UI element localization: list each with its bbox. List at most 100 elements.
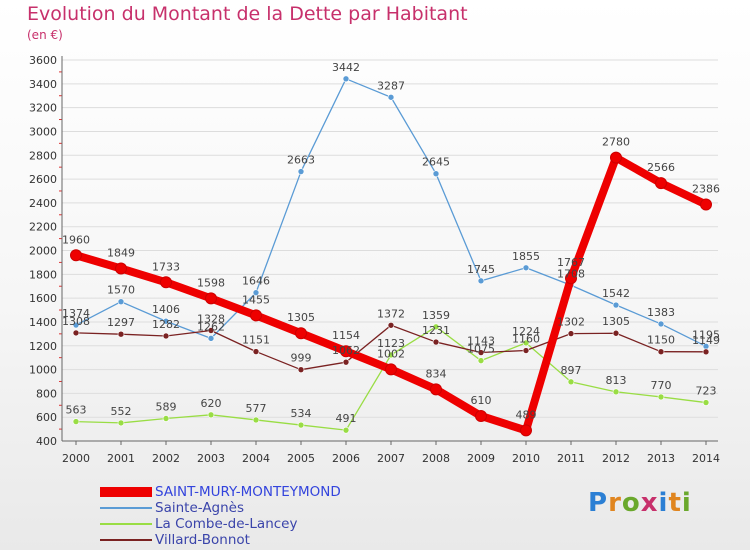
chart-subtitle: (en €) (27, 28, 63, 42)
data-label: 1123 (377, 337, 405, 350)
data-point (72, 329, 80, 337)
data-point (342, 426, 350, 434)
data-label: 610 (471, 394, 492, 407)
logo-letter: o (621, 488, 641, 518)
data-point (612, 301, 620, 309)
data-point (432, 323, 440, 331)
data-point (477, 357, 485, 364)
legend-label: La Combe-de-Lancey (155, 516, 298, 532)
data-label: 1767 (557, 256, 585, 269)
data-point (160, 276, 172, 289)
data-point (295, 327, 307, 340)
data-point (612, 329, 620, 337)
data-point (342, 75, 350, 83)
data-point (72, 321, 80, 329)
data-label: 489 (516, 408, 537, 421)
y-tick-label: 600 (36, 411, 57, 424)
logo-letter: P (588, 488, 609, 518)
x-tick-label: 2012 (602, 452, 630, 465)
data-point (432, 338, 440, 346)
data-point (387, 321, 395, 329)
data-point (207, 327, 215, 334)
data-label: 999 (291, 352, 312, 365)
data-point (432, 170, 440, 178)
x-tick-label: 2011 (557, 452, 585, 465)
data-point (657, 393, 665, 401)
y-tick-label: 1000 (29, 364, 57, 377)
data-point (207, 335, 215, 342)
data-point (385, 363, 397, 376)
data-label: 1406 (152, 303, 180, 316)
data-point (702, 348, 710, 356)
data-label: 1855 (512, 250, 540, 263)
data-label: 1542 (602, 287, 630, 300)
data-point (520, 424, 532, 437)
data-label: 2386 (692, 183, 720, 196)
x-tick-label: 2003 (197, 452, 225, 465)
data-point (205, 292, 217, 305)
grid-layer (62, 59, 718, 442)
data-point (655, 177, 667, 190)
data-point (115, 262, 127, 275)
data-label: 1372 (377, 307, 405, 320)
data-point (565, 272, 577, 285)
data-label: 620 (201, 397, 222, 410)
data-label: 1150 (647, 334, 675, 347)
data-point (342, 358, 350, 366)
data-label: 1328 (197, 313, 225, 326)
series-0 (70, 151, 712, 437)
data-label: 834 (426, 367, 447, 380)
data-point (477, 349, 485, 356)
data-label: 2780 (602, 136, 630, 149)
series-2 (72, 323, 710, 434)
data-point (70, 249, 82, 262)
y-tick-label: 3600 (29, 54, 57, 67)
data-point (250, 309, 262, 322)
data-point (162, 415, 170, 422)
label-layer: 1960 1849 1733 1598 1455 1305 1154 1002 834 610 48… (62, 61, 720, 425)
data-label: 1305 (287, 311, 315, 324)
y-tick-label: 1600 (29, 292, 57, 305)
data-label: 1308 (62, 315, 90, 328)
data-point (522, 347, 530, 354)
axis-layer: 400 600 800 1000 1200 1400 1600 1800 2000 2200 240… (29, 54, 720, 465)
data-point (207, 411, 215, 419)
data-label: 1231 (422, 324, 450, 337)
logo-letter: i (681, 488, 692, 518)
data-point (387, 93, 395, 101)
data-label: 1282 (152, 318, 180, 331)
x-tick-label: 2010 (512, 452, 540, 465)
data-label: 1374 (62, 307, 90, 320)
data-label: 552 (111, 405, 132, 418)
data-point (657, 348, 665, 356)
x-tick-label: 2001 (107, 452, 135, 465)
data-point (117, 298, 125, 305)
x-tick-label: 2000 (62, 452, 90, 465)
data-point (252, 289, 260, 296)
data-label: 1745 (467, 263, 495, 276)
y-tick-label: 2600 (29, 173, 57, 186)
data-label: 1062 (332, 344, 360, 357)
logo-letter: i (658, 488, 669, 518)
data-point (297, 366, 305, 373)
legend-swatch (100, 523, 152, 525)
data-point (117, 330, 125, 338)
data-point (252, 416, 260, 424)
data-label: 491 (336, 412, 357, 425)
data-label: 1646 (242, 275, 270, 288)
data-label: 2663 (287, 154, 315, 167)
x-tick-label: 2004 (242, 452, 270, 465)
data-point (700, 198, 712, 211)
data-label: 1359 (422, 309, 450, 322)
data-label: 1149 (692, 334, 720, 347)
proxiti-logo: Proxiti (588, 488, 692, 518)
data-label: 563 (66, 404, 87, 417)
data-point (522, 339, 530, 347)
y-tick-label: 1400 (29, 316, 57, 329)
data-label: 1305 (602, 315, 630, 328)
data-label: 770 (651, 379, 672, 392)
legend-label: Sainte-Agnès (155, 500, 245, 516)
x-tick-label: 2008 (422, 452, 450, 465)
data-label: 723 (696, 385, 717, 398)
logo-letter: r (608, 488, 622, 518)
